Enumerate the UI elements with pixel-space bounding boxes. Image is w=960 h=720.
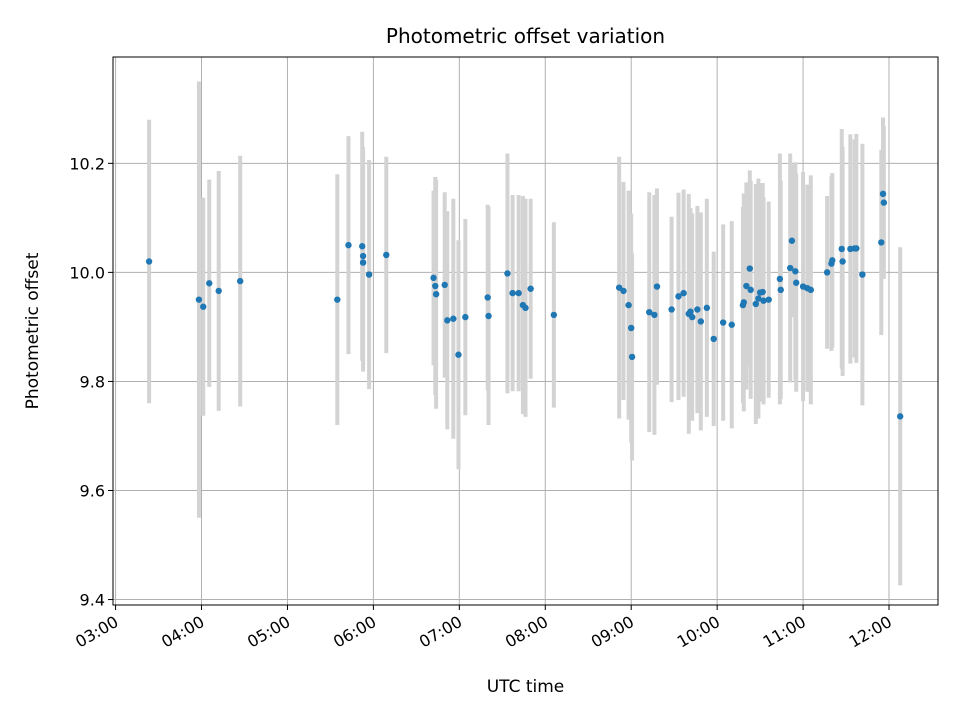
data-point: [383, 251, 390, 259]
data-point: [484, 294, 491, 301]
data-point: [455, 351, 462, 358]
data-point: [694, 306, 701, 313]
data-point: [522, 304, 529, 312]
data-point: [145, 258, 153, 265]
data-point: [509, 289, 516, 297]
data-point: [777, 286, 784, 294]
data-point: [462, 313, 469, 321]
data-point: [206, 280, 213, 287]
data-point: [504, 270, 511, 277]
y-tick-label: 10.2: [69, 154, 105, 173]
data-point: [550, 311, 558, 319]
data-point: [653, 283, 661, 290]
data-point: [807, 286, 815, 294]
data-point: [710, 335, 717, 343]
data-point: [359, 243, 366, 250]
data-point: [359, 259, 367, 266]
data-point: [759, 288, 766, 296]
data-point: [200, 303, 207, 310]
data-point: [786, 264, 794, 272]
data-point: [740, 299, 747, 306]
data-point: [687, 308, 694, 315]
y-axis-title: Photometric offset: [23, 252, 43, 409]
chart-title: Photometric offset variation: [386, 24, 665, 48]
data-point: [760, 297, 767, 304]
data-point: [680, 289, 687, 297]
data-point: [743, 282, 750, 290]
y-tick-label: 9.4: [80, 591, 105, 610]
data-point: [334, 296, 341, 303]
data-point: [646, 308, 653, 316]
data-point: [823, 269, 831, 276]
data-point: [359, 252, 367, 260]
data-point: [236, 277, 244, 285]
data-point: [689, 313, 696, 321]
data-point: [853, 245, 860, 252]
data-point: [728, 321, 735, 328]
data-point: [880, 199, 888, 206]
data-point: [776, 275, 784, 283]
data-point: [628, 353, 636, 361]
data-point: [747, 286, 754, 294]
y-tick-label: 10.0: [69, 263, 105, 282]
data-point: [668, 306, 675, 313]
data-point: [345, 241, 352, 249]
data-point: [788, 237, 796, 244]
data-point: [838, 245, 845, 253]
data-point: [485, 312, 492, 320]
data-point: [765, 296, 772, 303]
data-point: [896, 413, 904, 420]
data-point: [792, 268, 799, 275]
data-point: [450, 315, 457, 322]
data-point: [829, 257, 836, 264]
data-point: [430, 274, 437, 282]
data-point: [515, 289, 522, 297]
data-point: [697, 318, 705, 325]
data-point: [441, 281, 448, 289]
data-point: [719, 319, 727, 326]
data-point: [195, 296, 203, 303]
data-point: [746, 265, 753, 272]
data-point: [527, 285, 534, 292]
data-point: [839, 258, 846, 265]
data-point: [755, 295, 762, 302]
data-point: [752, 300, 760, 308]
data-point: [215, 287, 222, 295]
data-point: [793, 279, 800, 286]
data-point: [651, 311, 658, 319]
data-point: [620, 287, 627, 295]
x-axis-title: UTC time: [487, 677, 565, 697]
plot-frame: [112, 56, 939, 606]
data-point: [628, 324, 635, 332]
data-points: [145, 190, 904, 420]
data-point: [859, 271, 866, 278]
data-point: [365, 271, 373, 278]
y-tick-label: 9.8: [80, 372, 105, 391]
y-tick-label: 9.6: [80, 481, 105, 500]
data-point: [432, 290, 440, 298]
data-point: [879, 190, 887, 198]
data-point: [675, 293, 682, 300]
data-point: [878, 239, 885, 246]
data-point: [703, 304, 711, 312]
data-point: [625, 301, 632, 309]
data-point: [432, 282, 439, 290]
data-point: [444, 317, 451, 324]
